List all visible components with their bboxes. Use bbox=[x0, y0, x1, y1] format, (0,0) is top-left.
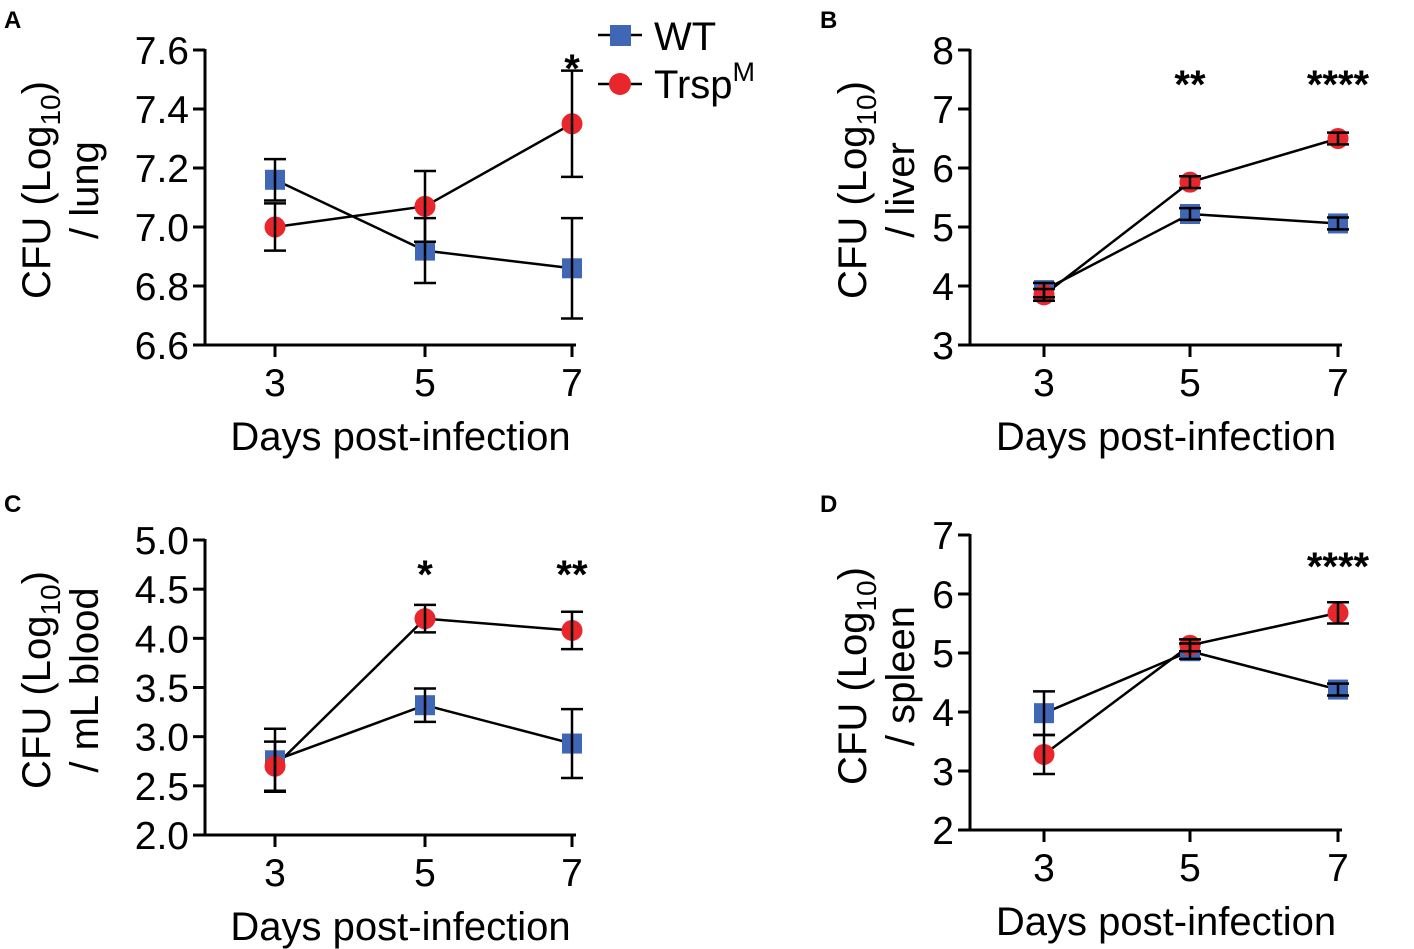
x-tick-label: 3 bbox=[1033, 847, 1055, 890]
x-tick-label: 7 bbox=[1327, 362, 1349, 405]
x-tick-label: 5 bbox=[1179, 362, 1201, 405]
chart-panel-b: 3 4 5 6 7 8 3 5 7 Days post-infection CFU (Log10)/… bbox=[831, 30, 1370, 459]
legend-trsp-marker bbox=[609, 73, 631, 95]
y-tick-label: 2.0 bbox=[135, 815, 189, 858]
y-tick-label: 5 bbox=[932, 633, 954, 676]
legend-wt-label: WT bbox=[654, 15, 716, 59]
x-tick-label: 5 bbox=[1179, 847, 1201, 890]
y-tick-label: 3 bbox=[932, 325, 954, 368]
y-tick-label: 6.8 bbox=[135, 266, 189, 309]
y-tick-label: 6.6 bbox=[135, 325, 189, 368]
y-tick-label: 4.0 bbox=[135, 618, 189, 661]
y-axis-label-line2: / liver bbox=[879, 142, 923, 238]
y-tick-label: 4.5 bbox=[135, 569, 189, 612]
wt-series-line bbox=[1043, 212, 1339, 292]
legend: WT TrspM bbox=[598, 15, 755, 107]
x-axis-label: Days post-infection bbox=[230, 905, 570, 949]
y-tick-label: 7 bbox=[932, 515, 954, 558]
significance-marker: * bbox=[564, 47, 580, 91]
y-tick-label: 3 bbox=[932, 751, 954, 794]
x-tick-label: 5 bbox=[414, 852, 436, 895]
y-tick-label: 7 bbox=[932, 89, 954, 132]
y-axis-label-line2: / spleen bbox=[879, 606, 923, 746]
y-axis-label-line2: / lung bbox=[63, 141, 107, 239]
x-tick-label: 3 bbox=[1033, 362, 1055, 405]
y-tick-label: 7.4 bbox=[135, 89, 189, 132]
y-axis-label: CFU (Log10) bbox=[831, 567, 882, 785]
y-axis-label: CFU (Log10) bbox=[831, 81, 882, 299]
x-tick-label: 7 bbox=[561, 852, 583, 895]
x-axis-label: Days post-infection bbox=[996, 900, 1336, 944]
y-tick-label: 6 bbox=[932, 148, 954, 191]
y-axis-label-line2: / mL blood bbox=[63, 587, 107, 772]
panel-label-a: A bbox=[4, 7, 21, 34]
legend-wt-marker bbox=[610, 25, 631, 46]
y-tick-label: 7.2 bbox=[135, 148, 189, 191]
y-tick-label: 2 bbox=[932, 810, 954, 853]
significance-marker: **** bbox=[1307, 63, 1370, 107]
y-tick-label: 8 bbox=[932, 30, 954, 73]
significance-marker: * bbox=[417, 553, 433, 597]
x-tick-label: 3 bbox=[264, 362, 286, 405]
y-tick-label: 7.6 bbox=[135, 30, 189, 73]
y-tick-label: 5.0 bbox=[135, 520, 189, 563]
significance-marker: ** bbox=[556, 553, 588, 597]
y-tick-label: 7.0 bbox=[135, 207, 189, 250]
x-axis-label: Days post-infection bbox=[996, 415, 1336, 459]
panel-label-c: C bbox=[4, 491, 21, 518]
x-axis-label: Days post-infection bbox=[230, 415, 570, 459]
trsp-series-line bbox=[1043, 611, 1339, 756]
chart-panel-a: 6.6 6.8 7.0 7.2 7.4 7.6 3 5 7 Days post-infection… bbox=[15, 30, 583, 459]
y-axis-label: CFU (Log10) bbox=[15, 571, 66, 789]
y-tick-label: 4 bbox=[932, 692, 954, 735]
legend-trsp-label: TrspM bbox=[654, 57, 755, 107]
y-tick-label: 6 bbox=[932, 574, 954, 617]
panel-label-d: D bbox=[820, 491, 837, 518]
panel-label-b: B bbox=[820, 7, 837, 34]
y-tick-label: 2.5 bbox=[135, 766, 189, 809]
y-tick-label: 3.0 bbox=[135, 717, 189, 760]
y-axis-label: CFU (Log10) bbox=[15, 81, 66, 299]
x-tick-label: 5 bbox=[414, 362, 436, 405]
chart-panel-c: 2.0 2.5 3.0 3.5 4.0 4.5 5.0 3 5 7 Days post-infect… bbox=[15, 520, 588, 949]
significance-marker: **** bbox=[1307, 545, 1370, 589]
y-tick-label: 4 bbox=[932, 266, 954, 309]
x-tick-label: 7 bbox=[1327, 847, 1349, 890]
y-tick-label: 5 bbox=[932, 207, 954, 250]
y-tick-label: 3.5 bbox=[135, 668, 189, 711]
x-tick-label: 7 bbox=[561, 362, 583, 405]
significance-marker: ** bbox=[1174, 63, 1206, 107]
x-tick-label: 3 bbox=[264, 852, 286, 895]
chart-panel-d: 2 3 4 5 6 7 3 5 7 Days post-infection CFU (Log10)/… bbox=[831, 515, 1370, 944]
